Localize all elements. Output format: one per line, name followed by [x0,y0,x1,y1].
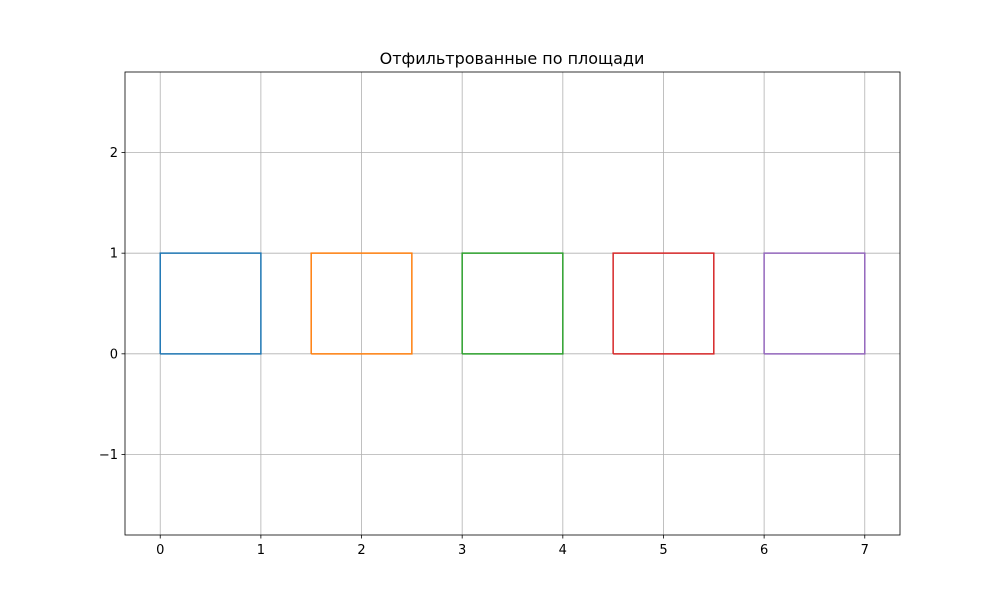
y-tick-label: 1 [110,247,118,262]
series-layer [159,252,866,355]
series-line-3 [461,252,564,355]
x-tick-label: 0 [156,543,164,558]
series-line-4 [612,252,715,355]
y-tick-label: −1 [99,448,118,463]
y-tick-label: 0 [110,347,118,362]
ticks-layer: 0 1 2 3 4 5 6 7 −1 0 1 2 [99,146,869,558]
series-line-5 [763,252,866,355]
series-line-2 [310,252,413,355]
chart-title: Отфильтрованные по площади [380,49,645,68]
x-tick-label: 5 [659,543,667,558]
x-tick-label: 7 [861,543,869,558]
x-tick-label: 3 [458,543,466,558]
axes-layer [124,71,901,536]
x-tick-label: 2 [357,543,365,558]
grid-layer [125,72,900,535]
y-tick-label: 2 [110,146,118,161]
plot-frame [124,71,901,536]
x-tick-label: 4 [559,543,567,558]
x-tick-label: 1 [257,543,265,558]
series-line-1 [159,252,262,355]
x-tick-label: 6 [760,543,768,558]
